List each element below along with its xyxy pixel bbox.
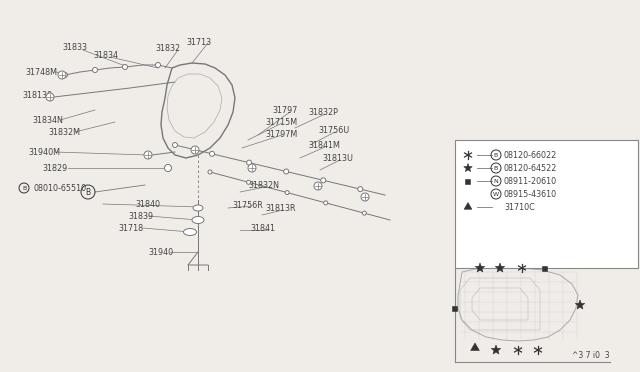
Text: 31832N: 31832N: [248, 180, 279, 189]
Bar: [455, 140, 638, 268]
Text: W: W: [493, 192, 499, 196]
Circle shape: [191, 146, 199, 154]
Circle shape: [284, 169, 289, 174]
Polygon shape: [464, 202, 472, 209]
Polygon shape: [464, 164, 472, 171]
Ellipse shape: [192, 217, 204, 224]
Text: 31940M: 31940M: [28, 148, 60, 157]
Text: 31940: 31940: [148, 247, 173, 257]
Text: 31834N: 31834N: [32, 115, 63, 125]
Text: 31797M: 31797M: [265, 129, 297, 138]
Circle shape: [58, 71, 66, 79]
Polygon shape: [470, 343, 479, 350]
Text: 08120-64522: 08120-64522: [504, 164, 557, 173]
Circle shape: [144, 151, 152, 159]
Text: B: B: [494, 166, 498, 170]
Polygon shape: [492, 345, 500, 354]
Text: B: B: [22, 186, 26, 190]
Circle shape: [208, 170, 212, 174]
Text: 31813R: 31813R: [265, 203, 296, 212]
Text: 08120-66022: 08120-66022: [504, 151, 557, 160]
Circle shape: [164, 164, 172, 171]
Text: 08911-20610: 08911-20610: [504, 176, 557, 186]
Circle shape: [93, 67, 97, 73]
Circle shape: [314, 182, 322, 190]
Text: B: B: [494, 153, 498, 157]
Polygon shape: [495, 263, 505, 272]
Circle shape: [63, 73, 67, 77]
Text: 31756U: 31756U: [318, 125, 349, 135]
Text: 31841: 31841: [250, 224, 275, 232]
Text: 31832P: 31832P: [308, 108, 338, 116]
Circle shape: [122, 64, 127, 70]
Text: N: N: [493, 179, 499, 183]
Text: 31832M: 31832M: [48, 128, 80, 137]
Text: 31797: 31797: [272, 106, 298, 115]
Circle shape: [246, 160, 252, 165]
Text: 31718: 31718: [118, 224, 143, 232]
Text: 31832: 31832: [155, 44, 180, 52]
Text: ^3 7 i0  3: ^3 7 i0 3: [572, 351, 610, 360]
Ellipse shape: [184, 228, 196, 235]
Circle shape: [173, 142, 177, 148]
Text: 31833: 31833: [62, 42, 87, 51]
Polygon shape: [476, 263, 484, 272]
Circle shape: [361, 193, 369, 201]
Text: 31748M: 31748M: [25, 67, 57, 77]
Circle shape: [46, 93, 54, 101]
Text: 31756R: 31756R: [232, 201, 263, 209]
Text: 31841M: 31841M: [308, 141, 340, 150]
Text: 318130: 318130: [22, 90, 52, 99]
Bar: [465, 179, 470, 183]
Circle shape: [324, 201, 328, 205]
Bar: [543, 266, 547, 270]
Ellipse shape: [193, 205, 203, 211]
Circle shape: [362, 211, 366, 215]
Circle shape: [248, 164, 256, 172]
Text: 08010-65510: 08010-65510: [33, 183, 86, 192]
Polygon shape: [575, 300, 585, 309]
Circle shape: [285, 190, 289, 195]
Text: 08915-43610: 08915-43610: [504, 189, 557, 199]
Bar: [452, 305, 458, 311]
Text: 31813U: 31813U: [322, 154, 353, 163]
Text: 31840: 31840: [135, 199, 160, 208]
Text: 31834: 31834: [93, 51, 118, 60]
Text: 31713: 31713: [186, 38, 211, 46]
Text: 31715M: 31715M: [265, 118, 297, 126]
Text: 31710C: 31710C: [504, 202, 535, 212]
Circle shape: [156, 62, 161, 67]
Text: 31829: 31829: [42, 164, 67, 173]
Circle shape: [246, 180, 251, 184]
Text: B: B: [85, 187, 91, 196]
Circle shape: [358, 187, 363, 192]
Circle shape: [209, 151, 214, 156]
Text: 31839: 31839: [128, 212, 153, 221]
Circle shape: [321, 178, 326, 183]
